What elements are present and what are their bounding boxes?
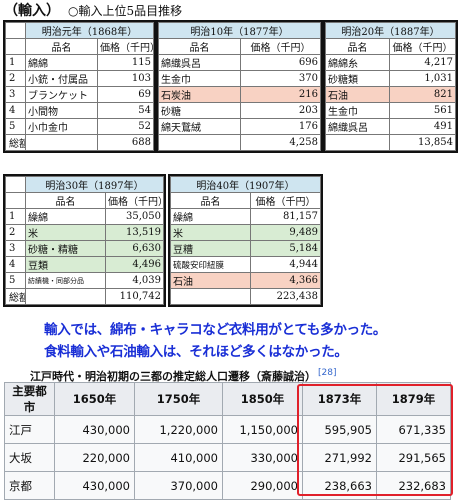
value-col-header: 価格（千円） [240,38,321,55]
table-row: 綿天鵞絨 176 [158,118,321,135]
col-header-city: 主要都市 [4,382,55,416]
col-header-1873[interactable]: 1873年 [302,382,377,416]
col-header-1650[interactable]: 1650年 [54,382,135,416]
value-col-header: 価格（千円） [389,38,456,55]
total-row: 223,438 [170,288,321,305]
table-row: 豆糟 5,184 [170,240,321,257]
table-row: 2 小銃・付属品 103 [5,70,155,87]
table-row: 砂糖 203 [158,102,321,119]
population-table: 主要都市 1650年 1750年 1850年 1873年 1879年 江戸 43… [4,382,451,500]
commentary-line-1: 輸入では、綿布・キャラコなど衣料用がとても多かった。 [44,322,387,338]
city-name: 京都 [4,471,55,500]
col-header-1850[interactable]: 1850年 [222,382,303,416]
col-header-1879[interactable]: 1879年 [376,382,451,416]
table-row: 砂糖類 1,031 [325,70,456,87]
value-col-header: 価格（千円） [96,38,155,55]
import-table-1897: 明治30年（1897年） 品名 価格（千円） 1 繰綿 35,050 2 米 13,519… [3,174,166,307]
era-header: 明治40年（1907年） [170,176,321,193]
col-header-1750[interactable]: 1750年 [134,382,223,416]
city-name: 大坂 [4,443,55,472]
name-col-header: 品名 [158,38,241,55]
table-row: 生金巾 561 [325,102,456,119]
table-row: 3 ブランケット 69 [5,86,155,103]
name-col-header: 品名 [325,38,390,55]
table-row: 大坂 220,000 410,000 330,000 271,992 291,565 [4,443,451,472]
table-row: 石油 821 [325,86,456,103]
table-row: 硫酸安印紐膜 4,944 [170,256,321,273]
import-table-1907: 明治40年（1907年） 品名 価格（千円） 繰綿 81,157 米 9,489 豆糟… [168,174,323,307]
table-row: 4 小間物 54 [5,102,155,119]
table-row: 京都 430,000 370,000 290,000 238,663 232,683 [4,471,451,500]
header-row: 主要都市 1650年 1750年 1850年 1873年 1879年 [4,382,451,416]
table-row: 1 繰綿 35,050 [5,208,164,225]
table-row: 綿綿糸 4,217 [325,54,456,71]
citation-link[interactable]: [28] [318,368,337,379]
table-row: 江戸 430,000 1,220,000 1,150,000 595,905 671,3… [4,415,451,444]
table-row: 米 9,489 [170,224,321,241]
era-header: 明治30年（1897年） [25,176,164,193]
table-row: 生金巾 370 [158,70,321,87]
table-row: 4 豆類 4,496 [5,256,164,273]
name-col-header: 品名 [25,192,106,209]
commentary-line-2: 食料輸入や石油輸入は、それほど多くはなかった。 [44,344,348,360]
table-row: 3 砂糖・精糖 6,630 [5,240,164,257]
section-title: （輸入） [4,3,60,19]
section-header: （輸入） ○輸入上位5品目推移 [4,0,182,22]
city-name: 江戸 [4,415,55,444]
total-row: 総額110,742 [5,288,164,305]
name-col-header: 品名 [25,38,98,55]
import-table-1887: 明治20年（1887年） 品名 価格（千円） 綿綿糸 4,217 砂糖類 1,031 … [323,20,458,153]
table-row: 綿織呉呂 491 [325,118,456,135]
table-row: 5 小巾金巾 52 [5,118,155,135]
import-table-1877: 明治10年（1877年） 品名 価格（千円） 綿織呉呂 696 生金巾 370 石炭油… [156,20,323,153]
table-row: 綿織呉呂 696 [158,54,321,71]
era-header: 明治元年（1868年） [24,22,155,39]
total-row: 13,854 [325,134,456,151]
table-row: 石炭油 216 [158,86,321,103]
table-row: 繰綿 81,157 [170,208,321,225]
table-row: 石油 4,366 [170,272,321,289]
table-row: 1 綿綿 115 [5,54,155,71]
section-subtitle: ○輸入上位5品目推移 [68,4,183,18]
total-row: 4,258 [158,134,321,151]
table-row: 2 米 13,519 [5,224,164,241]
era-header: 明治10年（1877年） [158,22,321,39]
total-row: 総額688 [5,134,155,151]
value-col-header: 価格（千円） [105,192,164,209]
value-col-header: 価格（千円） [250,192,321,209]
era-header: 明治20年（1887年） [325,22,456,39]
name-col-header: 品名 [170,192,251,209]
table-row: 5 紡績機・同部分品 4,039 [5,272,164,289]
population-table-title: 江戸時代・明治初期の三都の推定総人口遷移（斎藤誠治） [28] [30,368,337,383]
